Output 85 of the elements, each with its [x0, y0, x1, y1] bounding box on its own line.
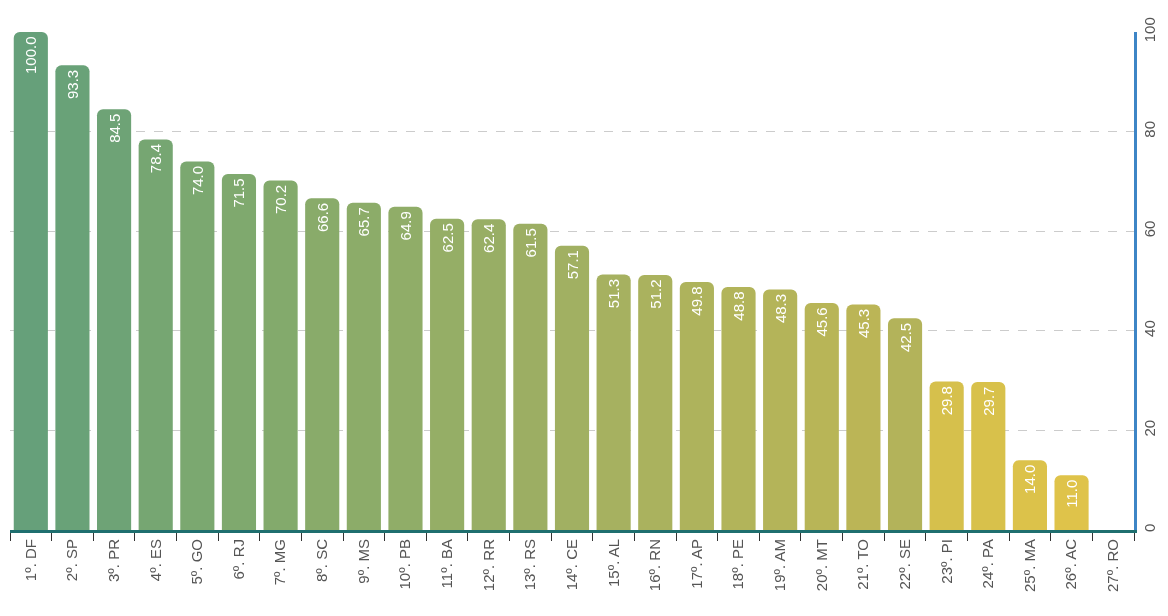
x-tick-label: 12º. RR: [479, 538, 497, 592]
x-tick-label: 27º. RO: [1104, 539, 1122, 592]
data-label: 57.1: [563, 250, 581, 280]
bar: [554, 245, 590, 530]
y-tick-label: 80: [1141, 121, 1158, 138]
x-tick-label: 23º. PI: [937, 539, 955, 584]
x-tick-label: 2º. SP: [63, 539, 81, 582]
x-tick-label: 22º. SE: [895, 539, 913, 590]
y-tick-label: 100: [1141, 17, 1158, 43]
y-tick-label: 20: [1141, 419, 1158, 437]
x-tick-label: 5º. GO: [188, 539, 206, 585]
data-label: 62.5: [438, 223, 456, 253]
data-label: 62.4: [480, 223, 498, 253]
x-tick-label: 19º. AM: [771, 539, 789, 592]
bar: [763, 289, 798, 530]
data-label: 45.3: [854, 308, 872, 339]
data-label: 64.9: [396, 211, 414, 241]
bar: [929, 381, 964, 530]
data-label: 71.5: [230, 178, 248, 208]
bar: [971, 382, 1006, 530]
x-tick-label: 17º. AP: [687, 539, 705, 589]
data-label: 49.8: [688, 286, 706, 316]
data-label: 29.8: [938, 386, 956, 416]
bar: [263, 180, 298, 530]
data-label: 45.6: [813, 307, 831, 337]
bar: [638, 275, 673, 530]
data-label: 74.0: [188, 165, 206, 196]
bar: [721, 286, 756, 530]
x-tick-label: 8º. SC: [313, 538, 331, 582]
x-tick-label: 3º. PR: [104, 538, 122, 582]
bar: [887, 318, 923, 530]
data-label: 65.7: [355, 207, 373, 237]
x-tick-label: 16º. RN: [646, 539, 664, 592]
bar: [679, 282, 714, 530]
data-label: 61.5: [521, 228, 539, 258]
x-tick-label: 26º. AC: [1062, 538, 1080, 590]
bar: [596, 274, 631, 530]
bar: [221, 173, 257, 530]
data-label: 51.3: [605, 278, 623, 309]
x-tick-label: 4º. ES: [146, 539, 164, 582]
data-label: 51.2: [646, 279, 664, 309]
bar: [513, 223, 548, 530]
bar: [1054, 475, 1089, 530]
bar: [804, 302, 839, 530]
bar: [138, 139, 173, 530]
x-tick-label: 1º. DF: [21, 539, 39, 582]
data-label: 14.0: [1021, 464, 1039, 494]
bar: [430, 218, 465, 530]
bar: [846, 304, 881, 530]
bar: [13, 32, 48, 530]
bar: [388, 206, 423, 530]
bar: [55, 65, 90, 530]
x-tick-label: 9º. MS: [354, 539, 372, 584]
x-tick-label: 6º. RJ: [229, 539, 247, 580]
x-tick-label: 14º. CE: [562, 539, 580, 591]
bar: [180, 161, 215, 530]
x-tick-label: 15º. AL: [604, 539, 622, 588]
data-label: 100.0: [22, 36, 40, 74]
x-tick-label: 7º. MG: [271, 539, 289, 586]
y-tick-label: 60: [1141, 220, 1158, 238]
data-label: 84.5: [105, 113, 123, 143]
data-label: 48.8: [730, 291, 748, 321]
x-tick-label: 21º. TO: [854, 539, 872, 590]
data-label: 93.3: [63, 69, 81, 100]
bar: [1012, 460, 1047, 530]
bar: [97, 109, 132, 530]
data-label: 78.4: [147, 144, 165, 174]
x-tick-label: 10º. PB: [396, 539, 414, 590]
bar: [305, 198, 340, 530]
bar: [471, 219, 506, 530]
x-tick-label: 24º. PA: [979, 539, 997, 589]
data-label: 48.3: [771, 293, 789, 324]
data-label: 66.6: [313, 202, 331, 232]
data-label: 29.7: [979, 386, 997, 416]
x-tick-label: 13º. RS: [521, 539, 539, 591]
x-tick-label: 20º. MT: [812, 539, 830, 592]
x-tick-label: 25º. MA: [1020, 539, 1038, 592]
x-tick-label: 11º. BA: [437, 539, 455, 589]
x-tick-label: 18º. PE: [729, 539, 747, 590]
data-label: 42.5: [896, 322, 914, 353]
bar: [346, 202, 381, 530]
data-label: 70.2: [272, 184, 290, 215]
y-tick-label: 40: [1141, 320, 1158, 337]
y-tick-label: 0: [1141, 523, 1158, 532]
data-label: 11.0: [1063, 479, 1081, 508]
